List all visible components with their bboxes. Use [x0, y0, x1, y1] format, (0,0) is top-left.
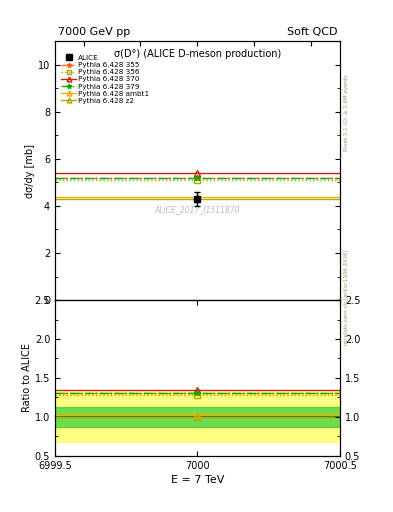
Y-axis label: dσ/dy [mb]: dσ/dy [mb]: [25, 143, 35, 198]
Y-axis label: Ratio to ALICE: Ratio to ALICE: [22, 344, 32, 413]
Text: mcplots.cern.ch [arXiv:1306.3436]: mcplots.cern.ch [arXiv:1306.3436]: [344, 249, 349, 345]
Bar: [55, 392, 340, 442]
Text: Rivet 3.1.10; ≥ 2.6M events: Rivet 3.1.10; ≥ 2.6M events: [344, 74, 349, 151]
Legend: ALICE, Pythia 6.428 355, Pythia 6.428 356, Pythia 6.428 370, Pythia 6.428 379, P: ALICE, Pythia 6.428 355, Pythia 6.428 35…: [61, 55, 149, 104]
Bar: [55, 407, 340, 427]
Text: Soft QCD: Soft QCD: [286, 27, 337, 37]
Text: ALICE_2017_I1511870: ALICE_2017_I1511870: [155, 205, 240, 214]
Text: σ(D°) (ALICE D-meson production): σ(D°) (ALICE D-meson production): [114, 49, 281, 59]
Text: 7000 GeV pp: 7000 GeV pp: [58, 27, 130, 37]
X-axis label: E = 7 TeV: E = 7 TeV: [171, 475, 224, 485]
